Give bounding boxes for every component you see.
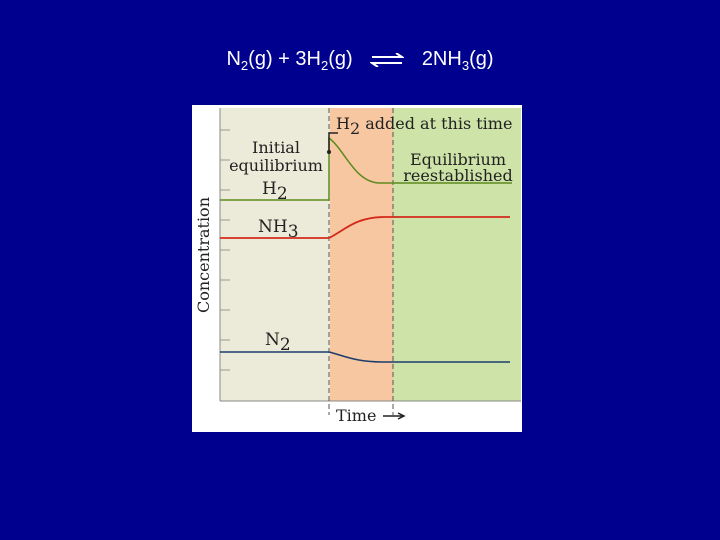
equation: N2(g) + 3H2(g) 2NH3(g)	[0, 48, 720, 73]
species-label: N2	[265, 330, 291, 355]
species-label: NH3	[258, 217, 299, 242]
nh3-curve	[220, 216, 510, 239]
species: N	[265, 330, 280, 350]
x-arrow	[383, 412, 406, 420]
subscript: 2	[277, 184, 288, 204]
region-final	[393, 108, 521, 401]
text: added at this time	[360, 114, 512, 133]
subscript: 3	[288, 222, 299, 242]
text: +	[278, 48, 290, 70]
subscript: 2	[240, 58, 249, 73]
species-label: H2	[262, 179, 288, 204]
label: reestablished	[403, 166, 512, 185]
species: H	[336, 114, 350, 133]
equilibrium-arrow	[370, 52, 405, 67]
product: 2NH	[421, 48, 462, 70]
species: H	[262, 179, 277, 199]
subscript: 3	[461, 58, 470, 73]
subscript: 2	[280, 335, 291, 355]
text: (g)	[469, 48, 494, 70]
text: (g)	[328, 48, 353, 70]
label: equilibrium	[229, 156, 323, 175]
species: NH	[258, 217, 288, 237]
region-change	[330, 108, 393, 401]
x-axis-label: Time	[336, 406, 376, 425]
text: (g)	[248, 48, 273, 70]
label: Equilibrium	[410, 150, 506, 169]
subscript: 2	[321, 58, 329, 73]
label: H2 added at this time	[336, 114, 512, 138]
pointer	[328, 132, 338, 152]
y-axis-label: Concentration	[194, 197, 213, 313]
n2-curve	[220, 351, 510, 363]
reactant: 3H	[295, 48, 321, 70]
axis-ticks	[220, 129, 230, 371]
subscript: 2	[350, 119, 360, 138]
label: Initial	[252, 138, 300, 157]
reactant: N	[226, 48, 241, 70]
pointer-dot	[327, 150, 331, 154]
